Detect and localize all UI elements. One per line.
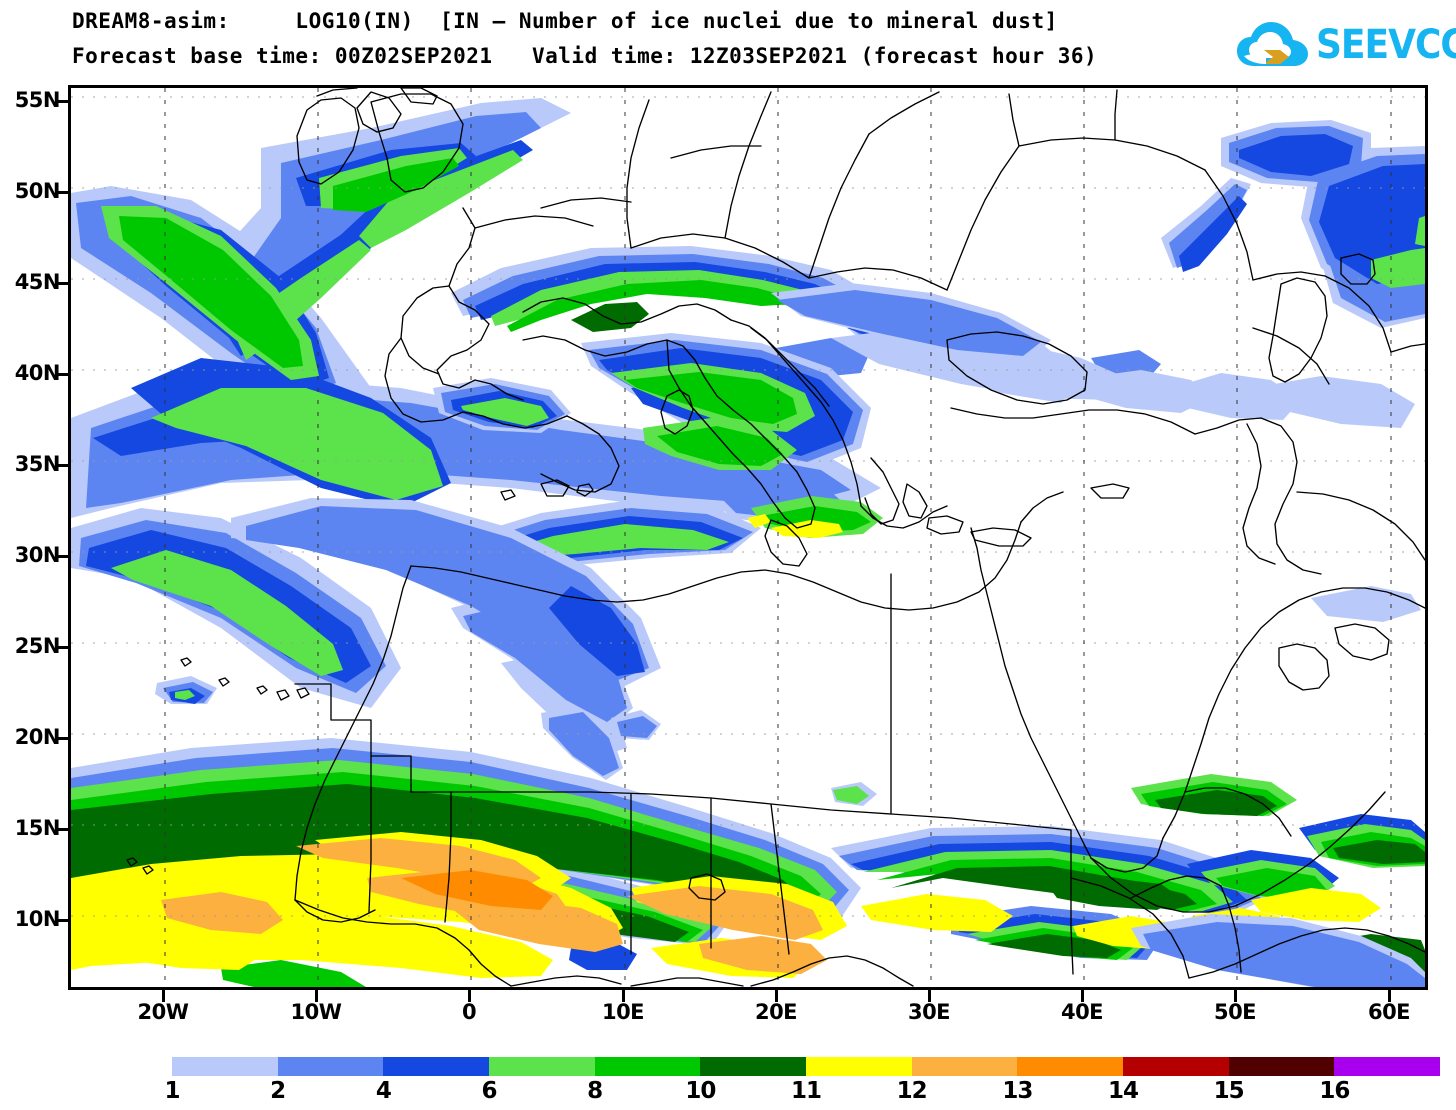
colorbar-swatch (594, 1057, 701, 1076)
x-tick (928, 990, 931, 1002)
x-tick (1388, 990, 1391, 1002)
y-tick (58, 191, 70, 194)
y-tick (58, 464, 70, 467)
y-tick (58, 646, 70, 649)
colorbar-swatch (1122, 1057, 1229, 1076)
colorbar-tick-label: 15 (1213, 1078, 1245, 1104)
colorbar-tick-label: 6 (481, 1078, 497, 1104)
colorbar-swatch (1334, 1057, 1440, 1076)
y-axis-label-55n: 55N (14, 88, 61, 112)
forecast-map[interactable] (68, 85, 1428, 990)
colorbar-tick-label: 10 (685, 1078, 716, 1104)
colorbar-swatch (277, 1057, 384, 1076)
colorbar-tick-label: 11 (790, 1078, 822, 1104)
x-axis-label-20e: 20E (754, 1000, 798, 1024)
colorbar-tick-label: 2 (270, 1078, 286, 1104)
y-axis-label-15n: 15N (14, 816, 61, 840)
x-tick (1081, 990, 1084, 1002)
x-axis-label-20w: 20W (137, 1000, 189, 1024)
y-axis-label-10n: 10N (14, 907, 61, 931)
y-axis-label-25n: 25N (14, 634, 61, 658)
y-tick (58, 100, 70, 103)
y-tick (58, 737, 70, 740)
x-tick (162, 990, 165, 1002)
colorbar-tick-label: 14 (1107, 1078, 1139, 1104)
x-axis-label-30e: 30E (907, 1000, 951, 1024)
header-title-line: DREAM8-asim: LOG10(IN) [IN — Number of i… (72, 9, 1058, 33)
colorbar-tick-label: 16 (1319, 1078, 1350, 1104)
y-axis-label-20n: 20N (14, 725, 61, 749)
x-axis-label-10e: 10E (601, 1000, 645, 1024)
x-tick (315, 990, 318, 1002)
x-tick (775, 990, 778, 1002)
colorbar-tick-label: 12 (896, 1078, 928, 1104)
seevccc-logo[interactable]: SEEVCCC (1236, 18, 1456, 70)
x-axis-label-50e: 50E (1213, 1000, 1257, 1024)
y-axis-label-40n: 40N (14, 361, 61, 385)
colorbar-tick-label: 8 (587, 1078, 603, 1104)
colorbar-swatch (383, 1057, 489, 1076)
header-time-line: Forecast base time: 00Z02SEP2021 Valid t… (72, 44, 1098, 68)
logo-text: SEEVCCC (1316, 22, 1456, 68)
x-axis-label-10w: 10W (290, 1000, 342, 1024)
x-axis-label-0: 0 (461, 1000, 477, 1024)
y-tick (58, 373, 70, 376)
x-tick (1234, 990, 1237, 1002)
contour-band-group (71, 98, 1425, 987)
colorbar-swatch (700, 1057, 806, 1076)
coastlines (126, 88, 1425, 987)
y-tick (58, 555, 70, 558)
colorbar-swatch (488, 1057, 595, 1076)
map-contours (71, 88, 1425, 987)
colorbar-swatch (172, 1057, 278, 1076)
x-tick (468, 990, 471, 1002)
header: DREAM8-asim: LOG10(IN) [IN — Number of i… (0, 0, 1456, 85)
x-tick (622, 990, 625, 1002)
colorbar-swatch (911, 1057, 1018, 1076)
colorbar-swatch (805, 1057, 912, 1076)
colorbar-swatch (1228, 1057, 1335, 1076)
colorbar-tick-label: 1 (164, 1078, 180, 1104)
y-tick (58, 919, 70, 922)
y-tick (58, 828, 70, 831)
colorbar-tick-label: 13 (1002, 1078, 1033, 1104)
x-axis-label-40e: 40E (1060, 1000, 1104, 1024)
cloud-icon (1237, 22, 1308, 66)
y-axis-label-45n: 45N (14, 270, 61, 294)
y-axis-label-30n: 30N (14, 543, 61, 567)
map-canvas (71, 88, 1425, 987)
colorbar (172, 1057, 1440, 1076)
y-axis-label-35n: 35N (14, 452, 61, 476)
y-axis-label-50n: 50N (14, 179, 61, 203)
y-tick (58, 282, 70, 285)
colorbar-swatch (1017, 1057, 1123, 1076)
colorbar-tick-label: 4 (375, 1078, 392, 1104)
x-axis-label-60e: 60E (1367, 1000, 1411, 1024)
